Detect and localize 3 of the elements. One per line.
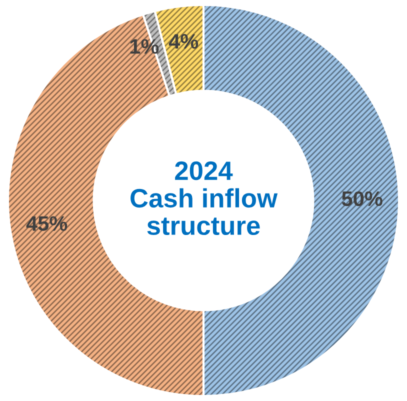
data-label: 45%	[26, 216, 68, 231]
text: 2024 Cash inflow structure	[130, 161, 278, 236]
data-label: 4%	[168, 34, 198, 49]
